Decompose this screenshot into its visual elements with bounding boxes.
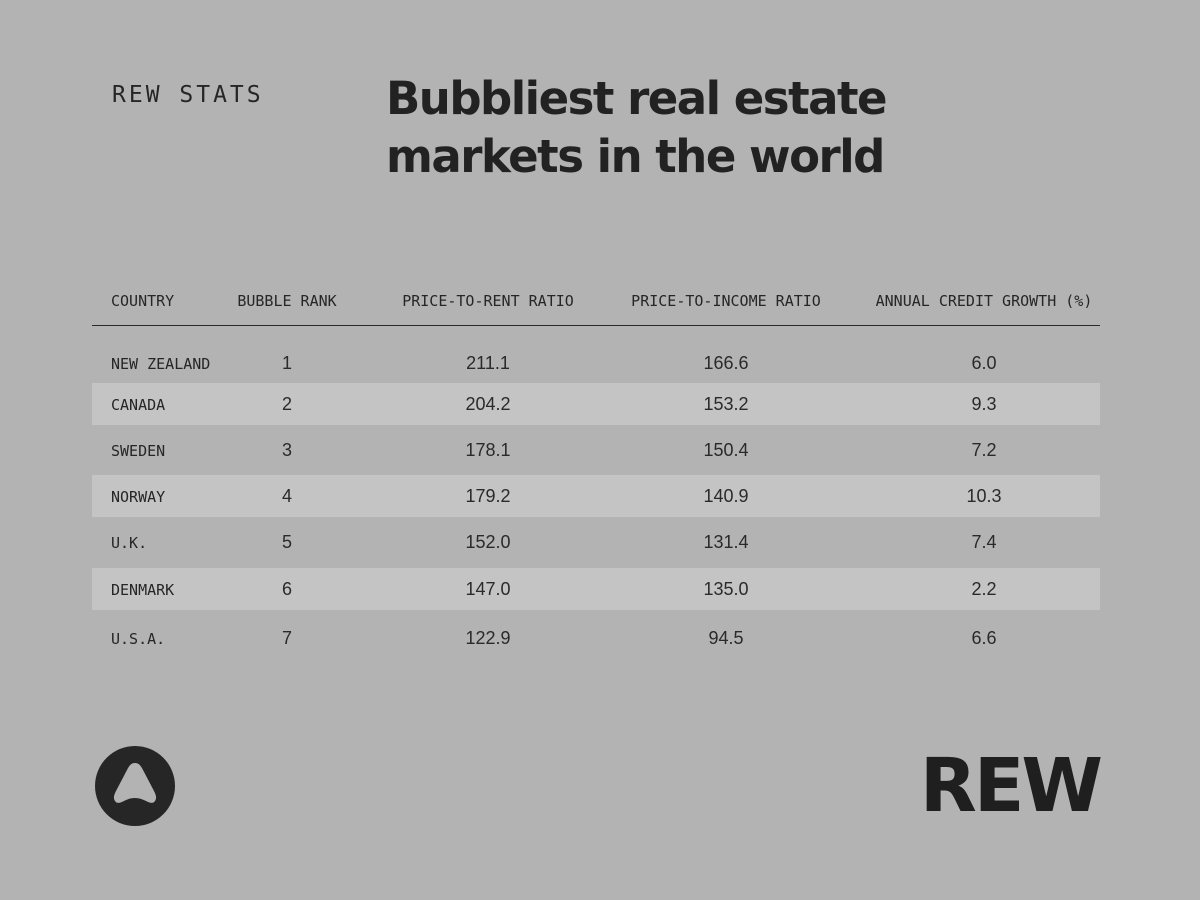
- cell-price-to-rent: 122.9: [465, 628, 511, 648]
- cell-price-to-income: 94.5: [708, 628, 744, 648]
- cell-credit-growth: 2.2: [971, 579, 997, 599]
- cell-country: CANADA: [111, 396, 166, 414]
- cell-country: NEW ZEALAND: [111, 355, 211, 373]
- cell-bubble-rank: 1: [281, 353, 293, 373]
- table-row: U.K. 5 152.0 131.4 7.4: [92, 521, 1100, 563]
- cell-credit-growth: 6.0: [971, 353, 997, 373]
- column-header-credit-growth: ANNUAL CREDIT GROWTH (%): [875, 292, 1093, 310]
- cell-bubble-rank: 2: [281, 394, 293, 414]
- cell-price-to-rent: 147.0: [465, 579, 511, 599]
- cell-price-to-income: 150.4: [703, 440, 749, 460]
- cell-credit-growth: 10.3: [966, 486, 1002, 506]
- cell-price-to-income: 131.4: [703, 532, 749, 552]
- column-header-price-to-rent: PRICE-TO-RENT RATIO: [402, 292, 574, 310]
- column-header-price-to-income: PRICE-TO-INCOME RATIO: [631, 292, 821, 310]
- cell-price-to-rent: 152.0: [465, 532, 511, 552]
- cell-credit-growth: 6.6: [971, 628, 997, 648]
- table-row: SWEDEN 3 178.1 150.4 7.2: [92, 429, 1100, 471]
- cell-bubble-rank: 3: [281, 440, 293, 460]
- data-table: COUNTRY BUBBLE RANK PRICE-TO-RENT RATIO …: [92, 280, 1100, 648]
- column-header-bubble-rank: BUBBLE RANK: [237, 292, 337, 310]
- cell-country: U.K.: [111, 534, 148, 552]
- cell-price-to-income: 166.6: [703, 353, 749, 373]
- cell-country: U.S.A.: [111, 630, 166, 648]
- table-header-row: COUNTRY BUBBLE RANK PRICE-TO-RENT RATIO …: [92, 280, 1100, 326]
- column-header-country: COUNTRY: [111, 292, 175, 310]
- rounded-triangle-logo-icon: [95, 746, 175, 826]
- cell-price-to-income: 140.9: [703, 486, 749, 506]
- cell-price-to-rent: 178.1: [465, 440, 511, 460]
- page-title: Bubbliest real estate markets in the wor…: [386, 72, 887, 183]
- cell-price-to-income: 135.0: [703, 579, 749, 599]
- cell-bubble-rank: 7: [281, 628, 293, 648]
- table-row: U.S.A. 7 122.9 94.5 6.6: [92, 617, 1100, 659]
- table-row: CANADA 2 204.2 153.2 9.3: [92, 383, 1100, 425]
- cell-credit-growth: 7.4: [971, 532, 997, 552]
- cell-country: DENMARK: [111, 581, 175, 599]
- cell-country: SWEDEN: [111, 442, 166, 460]
- cell-bubble-rank: 4: [281, 486, 293, 506]
- kicker-label: REW STATS: [112, 82, 264, 108]
- cell-credit-growth: 9.3: [971, 394, 997, 414]
- cell-price-to-rent: 211.1: [466, 353, 510, 373]
- cell-price-to-rent: 204.2: [465, 394, 511, 414]
- cell-country: NORWAY: [111, 488, 166, 506]
- cell-bubble-rank: 5: [281, 532, 293, 552]
- cell-price-to-rent: 179.2: [465, 486, 511, 506]
- cell-price-to-income: 153.2: [703, 394, 749, 414]
- cell-bubble-rank: 6: [281, 579, 293, 599]
- table-row: NEW ZEALAND 1 211.1 166.6 6.0: [92, 342, 1100, 384]
- rew-wordmark-logo: REW: [919, 743, 1103, 829]
- table-row: DENMARK 6 147.0 135.0 2.2: [92, 568, 1100, 610]
- cell-credit-growth: 7.2: [971, 440, 997, 460]
- table-row: NORWAY 4 179.2 140.9 10.3: [92, 475, 1100, 517]
